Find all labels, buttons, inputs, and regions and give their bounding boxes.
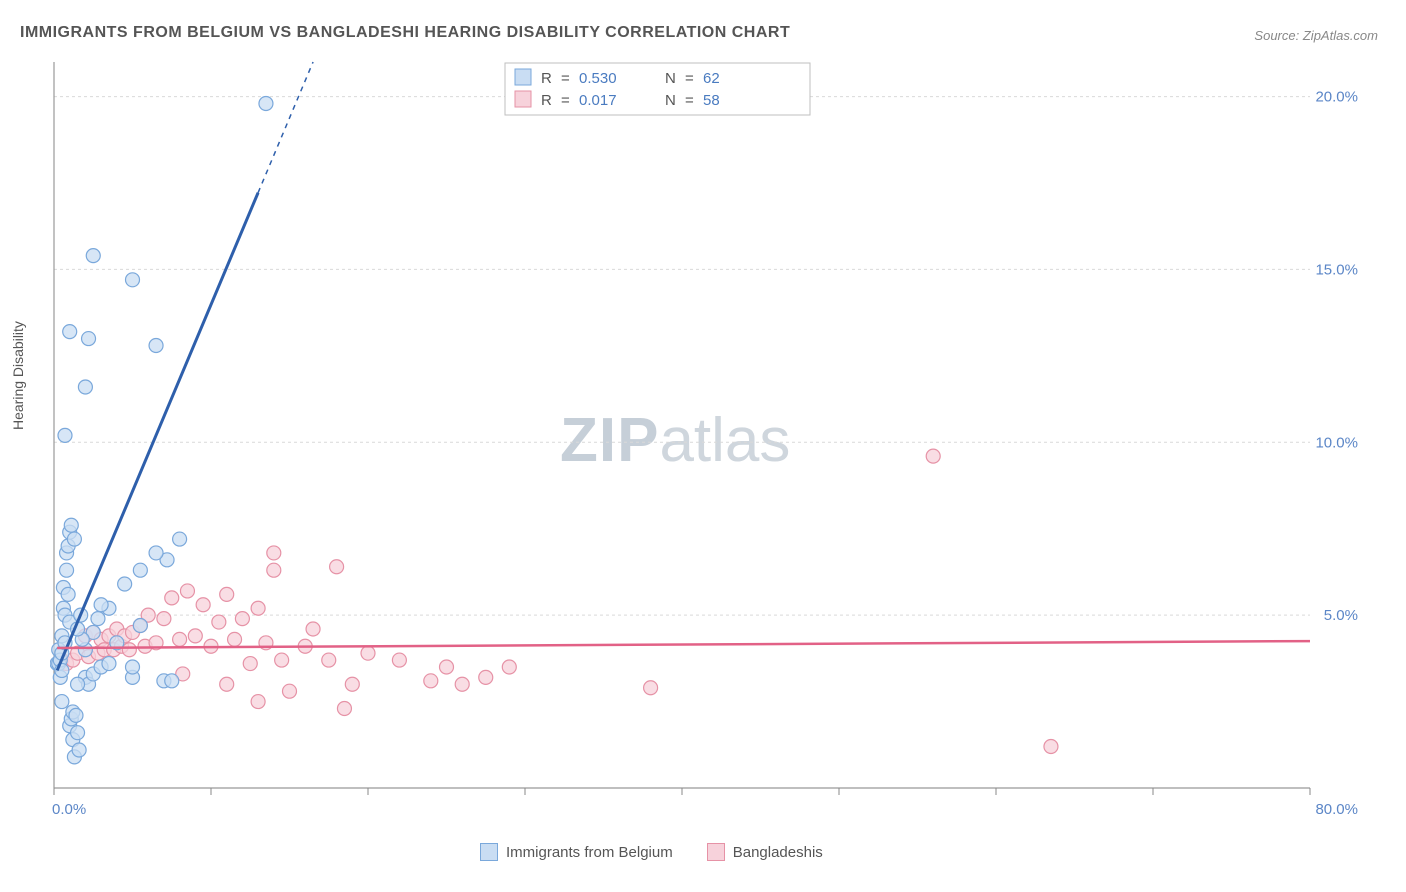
data-point (235, 612, 249, 626)
legend-label: Bangladeshis (733, 844, 823, 861)
data-point (133, 619, 147, 633)
source-label: Source: (1254, 28, 1299, 43)
corr-eq: = (561, 70, 570, 87)
bottom-legend: Immigrants from Belgium Bangladeshis (480, 843, 823, 861)
source-value: ZipAtlas.com (1303, 28, 1378, 43)
y-tick-label: 20.0% (1315, 89, 1358, 106)
data-point (118, 577, 132, 591)
x-tick-label: 0.0% (52, 801, 86, 818)
data-point (61, 587, 75, 601)
data-point (644, 681, 658, 695)
data-point (267, 546, 281, 560)
trend-line-dashed (258, 62, 313, 193)
data-point (502, 660, 516, 674)
data-point (86, 249, 100, 263)
chart-title: IMMIGRANTS FROM BELGIUM VS BANGLADESHI H… (20, 24, 790, 42)
data-point (196, 598, 210, 612)
data-point (926, 449, 940, 463)
data-point (67, 532, 81, 546)
legend-label: Immigrants from Belgium (506, 844, 673, 861)
data-point (306, 622, 320, 636)
data-point (122, 643, 136, 657)
corr-R-label: R (541, 70, 552, 87)
corr-R-value: 0.530 (579, 70, 617, 87)
data-point (322, 653, 336, 667)
corr-R-value: 0.017 (579, 92, 617, 109)
corr-N-value: 62 (703, 70, 720, 87)
data-point (267, 563, 281, 577)
data-point (479, 670, 493, 684)
data-point (149, 338, 163, 352)
data-point (165, 591, 179, 605)
corr-N-value: 58 (703, 92, 720, 109)
corr-eq: = (561, 92, 570, 109)
data-point (188, 629, 202, 643)
data-point (71, 726, 85, 740)
data-point (440, 660, 454, 674)
data-point (220, 677, 234, 691)
data-point (361, 646, 375, 660)
data-point (165, 674, 179, 688)
data-point (283, 684, 297, 698)
data-point (157, 612, 171, 626)
data-point (69, 708, 83, 722)
corr-N-label: N (665, 92, 676, 109)
data-point (63, 325, 77, 339)
data-point (392, 653, 406, 667)
data-point (173, 632, 187, 646)
data-point (330, 560, 344, 574)
data-point (149, 546, 163, 560)
y-axis-label: Hearing Disability (10, 321, 26, 430)
data-point (212, 615, 226, 629)
x-tick-label: 80.0% (1315, 801, 1358, 818)
corr-N-label: N (665, 70, 676, 87)
data-point (180, 584, 194, 598)
data-point (58, 428, 72, 442)
data-point (243, 657, 257, 671)
y-tick-label: 10.0% (1315, 434, 1358, 451)
data-point (275, 653, 289, 667)
scatter-plot: 5.0% 10.0% 15.0% 20.0% 0.0% 80.0% R = 0.530 N = 62 R… (50, 58, 1370, 818)
data-point (1044, 740, 1058, 754)
plot-svg: 5.0% 10.0% 15.0% 20.0% 0.0% 80.0% R = 0.530 N = 62 R… (50, 58, 1370, 818)
legend-swatch (707, 843, 725, 861)
data-point (102, 657, 116, 671)
data-point (251, 601, 265, 615)
source-attribution: Source: ZipAtlas.com (1254, 28, 1378, 43)
data-point (55, 695, 69, 709)
legend-swatch (515, 69, 531, 85)
data-point (78, 380, 92, 394)
data-point (345, 677, 359, 691)
legend-swatch (515, 91, 531, 107)
y-tick-label: 5.0% (1324, 607, 1358, 624)
data-point (455, 677, 469, 691)
data-point (72, 743, 86, 757)
data-point (220, 587, 234, 601)
data-point (424, 674, 438, 688)
data-point (133, 563, 147, 577)
data-point (337, 701, 351, 715)
legend-item: Bangladeshis (707, 843, 823, 861)
data-point (60, 563, 74, 577)
corr-R-label: R (541, 92, 552, 109)
data-point (259, 96, 273, 110)
trend-line (57, 641, 1310, 648)
data-point (251, 695, 265, 709)
corr-eq: = (685, 70, 694, 87)
data-point (126, 273, 140, 287)
data-point (71, 677, 85, 691)
data-point (91, 612, 105, 626)
y-tick-label: 15.0% (1315, 261, 1358, 278)
data-point (94, 598, 108, 612)
data-point (173, 532, 187, 546)
data-point (228, 632, 242, 646)
corr-eq: = (685, 92, 694, 109)
data-point (126, 660, 140, 674)
data-point (55, 663, 69, 677)
data-point (82, 332, 96, 346)
data-point (64, 518, 78, 532)
legend-swatch (480, 843, 498, 861)
legend-item: Immigrants from Belgium (480, 843, 673, 861)
